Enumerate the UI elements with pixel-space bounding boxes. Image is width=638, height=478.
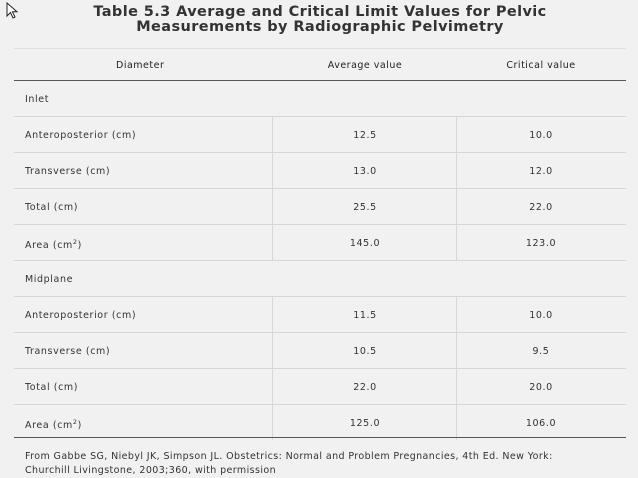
row-label-superscript: 2 (72, 238, 78, 246)
row-label: Area (cm2) (25, 418, 82, 431)
average-value: 25.5 (353, 202, 377, 213)
row-label-text: Area (cm (25, 240, 73, 251)
column-header-average: Average value (327, 60, 403, 71)
section-label: Inlet (25, 94, 50, 105)
column-header-diameter: Diameter (116, 60, 165, 71)
critical-value: 10.0 (529, 310, 553, 321)
row-label: Transverse (cm) (25, 166, 111, 177)
source-note-line-2: Churchill Livingstone, 2003;360, with pe… (25, 465, 276, 476)
critical-value: 9.5 (532, 346, 550, 357)
average-value: 12.5 (353, 130, 377, 141)
section-row-midplane: Midplane (14, 261, 626, 297)
critical-value: 20.0 (529, 382, 553, 393)
table-title-line-2: Measurements by Radiographic Pelvimetry (136, 19, 504, 35)
row-label-end: ) (77, 420, 82, 431)
table-row: Total (cm) 25.5 22.0 (14, 189, 626, 225)
row-label: Anteroposterior (cm) (25, 130, 137, 141)
critical-value: 123.0 (525, 238, 557, 249)
pelvimetry-table: Diameter Average value Critical value In… (14, 48, 626, 440)
table-title: Table 5.3 Average and Critical Limit Val… (14, 5, 626, 35)
row-label-end: ) (77, 240, 82, 251)
table-row: Total (cm) 22.0 20.0 (14, 369, 626, 405)
row-label-superscript: 2 (72, 418, 78, 426)
table-source-note: From Gabbe SG, Niebyl JK, Simpson JL. Ob… (14, 437, 626, 478)
row-label: Transverse (cm) (25, 346, 111, 357)
table-row: Area (cm2) 125.0 106.0 (14, 405, 626, 440)
average-value: 145.0 (349, 238, 381, 249)
row-label: Anteroposterior (cm) (25, 310, 137, 321)
source-note-line-1: From Gabbe SG, Niebyl JK, Simpson JL. Ob… (25, 451, 553, 462)
row-label: Total (cm) (25, 382, 79, 393)
table-row: Anteroposterior (cm) 12.5 10.0 (14, 117, 626, 153)
critical-value: 106.0 (525, 418, 557, 429)
average-value: 13.0 (353, 166, 377, 177)
average-value: 10.5 (353, 346, 377, 357)
section-row-inlet: Inlet (14, 81, 626, 117)
table-row: Transverse (cm) 13.0 12.0 (14, 153, 626, 189)
critical-value: 10.0 (529, 130, 553, 141)
column-header-critical: Critical value (506, 60, 576, 71)
average-value: 125.0 (349, 418, 381, 429)
mouse-cursor-icon (6, 2, 19, 19)
table-row: Transverse (cm) 10.5 9.5 (14, 333, 626, 369)
table-title-line-1: Table 5.3 Average and Critical Limit Val… (93, 4, 547, 20)
critical-value: 22.0 (529, 202, 553, 213)
table-row: Area (cm2) 145.0 123.0 (14, 225, 626, 261)
average-value: 22.0 (353, 382, 377, 393)
row-label: Area (cm2) (25, 238, 82, 251)
row-label-text: Area (cm (25, 420, 73, 431)
table-row: Anteroposterior (cm) 11.5 10.0 (14, 297, 626, 333)
average-value: 11.5 (353, 310, 377, 321)
section-label: Midplane (25, 274, 74, 285)
critical-value: 12.0 (529, 166, 553, 177)
row-label: Total (cm) (25, 202, 79, 213)
table-header-row: Diameter Average value Critical value (14, 48, 626, 81)
